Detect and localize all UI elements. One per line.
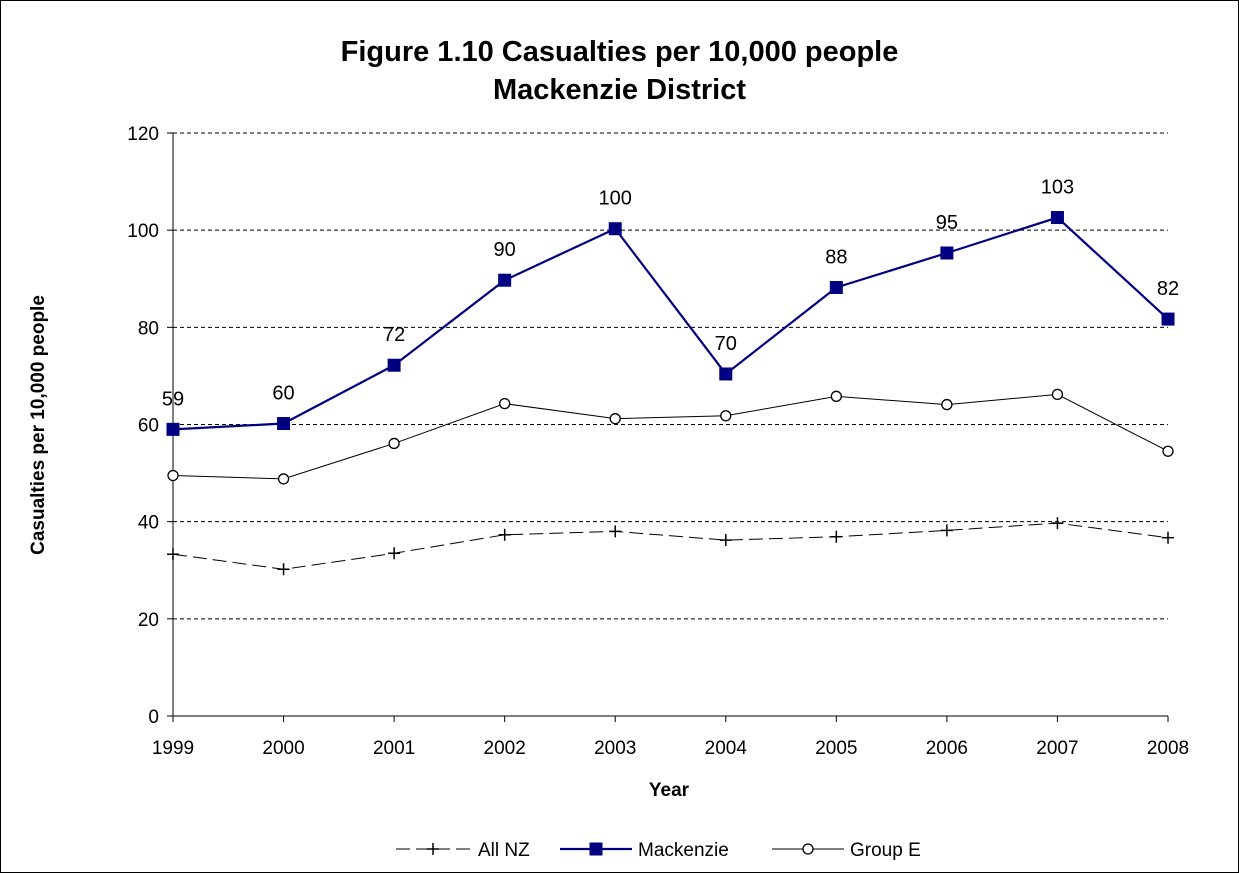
x-tick-label: 2005 xyxy=(815,738,857,759)
point-mackenzie xyxy=(277,417,291,431)
legend-marker xyxy=(589,842,603,856)
point-all-nz xyxy=(1051,517,1064,530)
point-group-e xyxy=(388,437,400,450)
point-group-e xyxy=(167,469,179,482)
legend-label: Mackenzie xyxy=(638,840,729,861)
point-group-e xyxy=(277,473,290,485)
data-label: 72 xyxy=(383,324,405,346)
data-label: 82 xyxy=(1157,278,1179,300)
series-lines xyxy=(166,211,1175,576)
legend-label: Group E xyxy=(850,840,921,861)
data-label: 70 xyxy=(715,333,737,355)
x-tick-label: 2001 xyxy=(373,738,415,759)
point-all-nz xyxy=(167,548,179,561)
legend-item-group-e: Group E xyxy=(772,840,921,861)
point-all-nz xyxy=(277,563,290,576)
y-tick-label: 60 xyxy=(138,416,159,437)
legend-marker xyxy=(427,843,439,855)
series-line-mackenzie xyxy=(172,216,1169,431)
point-group-e xyxy=(830,390,842,402)
y-tick-label: 100 xyxy=(127,221,159,242)
legend: All NZ Mackenzie Group E xyxy=(396,840,921,861)
axes: 0 20 40 60 80 100 120 1999 2000 2001 2002 2003 2004 2… xyxy=(127,124,1189,759)
point-mackenzie xyxy=(719,367,733,381)
x-tick-label: 2008 xyxy=(1147,738,1189,759)
x-tick-label: 2000 xyxy=(262,738,304,759)
series-group-e xyxy=(167,388,1174,485)
point-group-e xyxy=(1051,388,1064,401)
data-label: 100 xyxy=(599,188,632,210)
x-tick-label: 2003 xyxy=(594,738,636,759)
point-mackenzie xyxy=(940,246,954,260)
point-all-nz xyxy=(498,528,511,541)
x-tick-label: 2004 xyxy=(705,738,748,759)
point-mackenzie xyxy=(387,358,401,372)
point-group-e xyxy=(609,413,621,425)
point-mackenzie xyxy=(166,422,180,436)
point-group-e xyxy=(1162,445,1174,457)
point-mackenzie xyxy=(608,222,622,236)
x-tick-label: 2007 xyxy=(1036,738,1078,759)
point-mackenzie xyxy=(1050,211,1064,225)
point-all-nz xyxy=(388,547,401,560)
legend-item-all-nz: All NZ xyxy=(396,840,530,861)
data-label: 95 xyxy=(936,212,958,234)
y-tick-label: 80 xyxy=(138,318,159,339)
point-all-nz xyxy=(719,534,732,547)
data-label: 60 xyxy=(272,383,294,405)
legend-label: All NZ xyxy=(478,840,530,861)
point-all-nz xyxy=(609,525,622,538)
point-group-e xyxy=(941,398,953,411)
point-all-nz xyxy=(940,524,953,537)
legend-marker xyxy=(802,843,814,855)
y-tick-label: 20 xyxy=(138,610,159,631)
legend-item-mackenzie: Mackenzie xyxy=(560,840,729,861)
data-label: 59 xyxy=(162,388,184,410)
series-mackenzie xyxy=(166,211,1175,436)
series-line-group-e xyxy=(172,393,1169,480)
y-tick-label: 120 xyxy=(127,124,159,145)
point-group-e xyxy=(499,397,511,410)
point-all-nz xyxy=(830,530,843,543)
y-axis-title: Casualties per 10,000 people xyxy=(28,295,49,555)
data-label: 103 xyxy=(1041,177,1074,199)
chart-title: Figure 1.10 Casualties per 10,000 people xyxy=(340,36,899,68)
series-line-all-nz xyxy=(172,522,1169,570)
point-mackenzie xyxy=(1161,312,1175,326)
gridlines xyxy=(173,132,1168,620)
point-mackenzie xyxy=(829,280,843,294)
data-label: 90 xyxy=(494,239,516,261)
point-all-nz xyxy=(1162,531,1174,544)
y-tick-label: 40 xyxy=(138,513,159,534)
x-tick-label: 1999 xyxy=(152,738,194,759)
y-tick-label: 0 xyxy=(148,707,159,728)
x-axis-title: Year xyxy=(649,780,690,801)
x-tick-label: 2002 xyxy=(484,738,526,759)
point-group-e xyxy=(720,410,732,422)
point-mackenzie xyxy=(498,273,512,287)
chart-subtitle: Mackenzie District xyxy=(492,74,747,106)
x-tick-label: 2006 xyxy=(926,738,968,759)
series-all-nz xyxy=(167,517,1174,576)
data-labels: 59 60 72 90 100 70 88 95 103 82 xyxy=(162,177,1179,411)
data-label: 88 xyxy=(825,246,847,268)
